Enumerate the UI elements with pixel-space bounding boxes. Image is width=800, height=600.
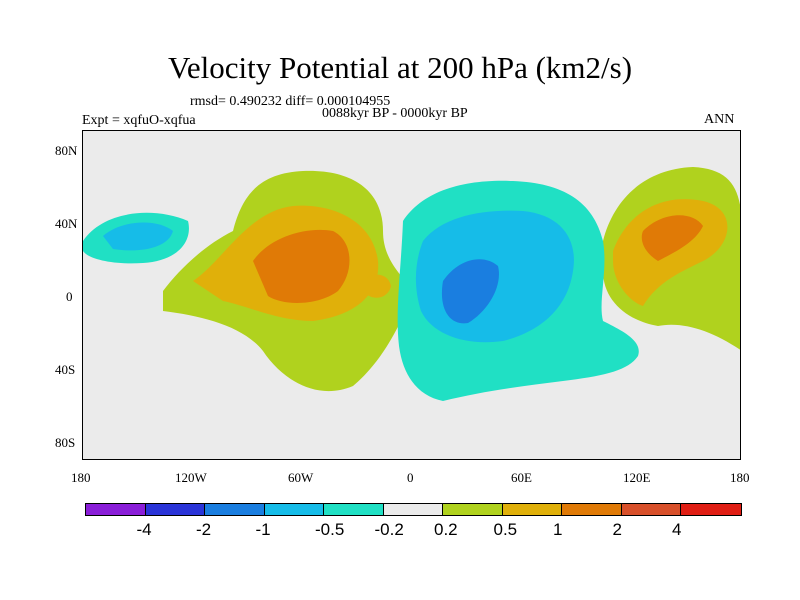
colorbar-swatch	[681, 504, 741, 515]
lon-tick-60e: 60E	[511, 470, 532, 485]
lat-tick-40n: 40N	[55, 216, 78, 231]
lat-tick-40s: 40S	[55, 362, 76, 377]
colorbar-tick-label: -1	[255, 520, 271, 539]
contour-negative-pacific-0.5	[103, 222, 173, 251]
colorbar-tick-label: -0.2	[374, 520, 404, 539]
colorbar-swatch	[383, 504, 443, 515]
colorbar-swatch	[145, 504, 205, 515]
colorbar-tick-label: -0.5	[315, 520, 345, 539]
contour-map	[83, 167, 740, 401]
period-label: 0088kyr BP - 0000kyr BP	[322, 106, 468, 121]
colorbar-tick-label: 0.2	[434, 520, 458, 539]
lat-tick-80s: 80S	[55, 435, 76, 450]
lon-tick-120e: 120E	[623, 470, 651, 485]
contour-positive-americas-1	[253, 229, 350, 303]
colorbar-swatch	[86, 504, 146, 515]
colorbar-swatch	[205, 504, 265, 515]
colorbar-tick-label: 4	[672, 520, 682, 539]
chart-title: Velocity Potential at 200 hPa (km2/s)	[167, 50, 633, 85]
lon-tick-180e: 180	[730, 470, 750, 485]
lat-tick-0: 0	[66, 289, 73, 304]
colorbar-swatch	[502, 504, 562, 515]
lon-tick-120w: 120W	[175, 470, 207, 485]
contour-negative-africa-1	[441, 259, 499, 324]
lon-tick-0: 0	[407, 470, 414, 485]
stats-label: rmsd= 0.490232 diff= 0.000104955	[190, 94, 391, 109]
lon-tick-60w: 60W	[288, 470, 314, 485]
colorbar-swatch	[562, 504, 622, 515]
colorbar-tick-label: -4	[136, 520, 152, 539]
colorbar-swatch	[324, 504, 384, 515]
season-label: ANN	[704, 112, 735, 127]
contour-positive-eastasia-1	[641, 215, 703, 261]
experiment-label: Expt = xqfuO-xqfua	[82, 113, 196, 128]
colorbar-tick-label: 0.5	[493, 520, 518, 539]
lon-tick-180w: 180	[71, 470, 91, 485]
colorbar-tick-label: 2	[612, 520, 622, 539]
colorbar-swatch	[621, 504, 681, 515]
colorbar-swatch	[443, 504, 503, 515]
lat-tick-80n: 80N	[55, 143, 78, 158]
contour-positive-atlantic-small	[363, 274, 391, 298]
colorbar-tick-label: 1	[553, 520, 563, 539]
colorbar-tick-label: -2	[196, 520, 212, 539]
colorbar-swatch	[264, 504, 324, 515]
colorbar	[85, 503, 742, 516]
map-panel	[82, 130, 741, 460]
